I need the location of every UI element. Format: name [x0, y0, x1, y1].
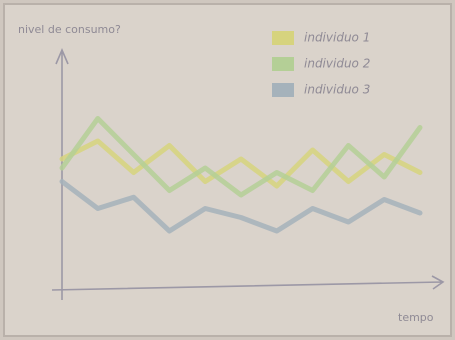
legend-swatch: [272, 57, 294, 71]
legend-label: individuo 3: [304, 83, 370, 97]
y-axis: [55, 47, 69, 300]
x-axis: [51, 275, 445, 291]
y-axis-label: nivel de consumo?: [18, 23, 121, 36]
x-axis-label: tempo: [398, 311, 434, 324]
legend-label: individuo 1: [304, 31, 370, 45]
legend-swatch: [272, 31, 294, 45]
line: [59, 116, 423, 198]
legend-label: individuo 2: [304, 57, 370, 71]
legend-swatch: [272, 83, 294, 97]
line: [59, 138, 423, 189]
axes: [51, 47, 445, 300]
line: [59, 179, 423, 234]
